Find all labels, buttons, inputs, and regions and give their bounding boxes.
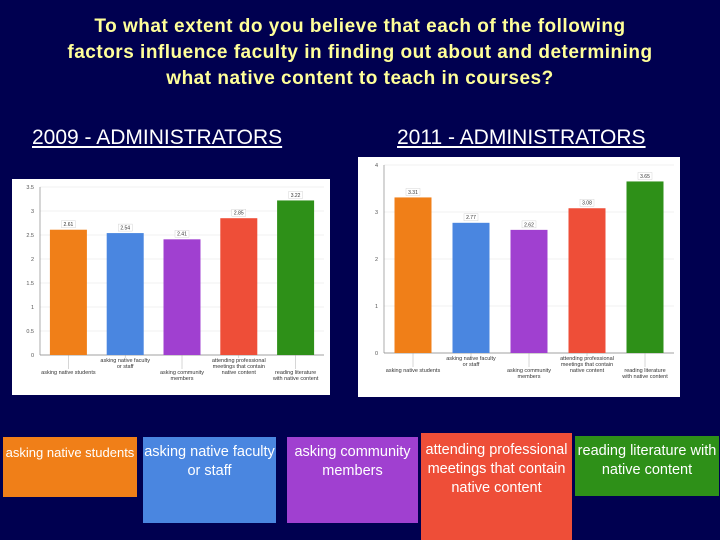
legend-label: attending professional meetings that con…	[425, 442, 568, 496]
chart-2009: 0 0.5 1 1.5 2 2.5 3 3.5 2.61 asking native studen…	[12, 179, 330, 395]
value-label: 2.77	[466, 215, 476, 221]
value-label-box	[579, 199, 595, 207]
legend-attending-professional-meetings: attending professional meetings that con…	[421, 433, 572, 540]
value-label: 2.85	[234, 211, 244, 217]
x-tick-label: asking native students	[41, 370, 96, 376]
header-2011-text: 2011 - ADMINISTRATORS	[397, 126, 646, 149]
legend-label: asking community members	[294, 444, 411, 479]
chart-2011: 0 1 2 3 4 3.31 asking native students 2.77 askin…	[358, 157, 680, 397]
y-tick-label: 1.5	[26, 281, 34, 287]
value-label: 2.61	[64, 222, 74, 228]
x-tick-label: attending professional meetings that cont…	[212, 358, 266, 376]
bar	[277, 200, 315, 355]
value-label-box	[174, 230, 190, 238]
bar	[452, 222, 490, 353]
y-tick-label: 0	[31, 353, 34, 359]
title-line-2: factors influence faculty in finding out…	[67, 42, 653, 63]
bar	[163, 239, 201, 355]
x-tick-label: attending professional meetings that cont…	[560, 356, 614, 374]
chart-2009-svg: 0 0.5 1 1.5 2 2.5 3 3.5 2.61 asking native studen…	[26, 185, 324, 382]
y-tick-label: 2.5	[26, 233, 34, 239]
legend-label: asking native faculty or staff	[144, 444, 275, 479]
bar	[49, 229, 87, 355]
x-tick-label: asking community members	[507, 368, 551, 380]
legend-label: reading literature with native content	[577, 443, 717, 478]
y-tick-label: 2	[31, 257, 34, 263]
value-label: 2.62	[524, 222, 534, 228]
legend-label: asking native students	[5, 445, 135, 460]
header-2009-text: 2009 - ADMINISTRATORS	[32, 126, 283, 149]
bar	[510, 229, 548, 353]
bar	[626, 181, 664, 353]
y-tick-label: 3.5	[26, 185, 34, 191]
header-2011: 2011 - ADMINISTRATORS	[397, 126, 646, 150]
value-label: 3.65	[640, 174, 650, 180]
value-label: 3.08	[582, 201, 592, 207]
x-tick-label: asking community members	[160, 370, 204, 382]
value-label-box	[231, 209, 247, 217]
y-tick-label: 1	[375, 304, 378, 310]
slide-title: To what extent do you believe that each …	[10, 14, 710, 92]
chart-2011-svg: 0 1 2 3 4 3.31 asking native students 2.77 askin…	[375, 163, 674, 380]
legend-asking-native-faculty: asking native faculty or staff	[143, 437, 276, 523]
legend-asking-native-students: asking native students	[3, 437, 137, 497]
title-line-3: what native content to teach in courses?	[166, 68, 554, 89]
bar	[394, 197, 432, 353]
legend-reading-literature: reading literature with native content	[575, 436, 719, 496]
legend-asking-community-members: asking community members	[287, 437, 418, 523]
value-label: 3.22	[291, 193, 301, 199]
value-label-box	[521, 220, 537, 229]
value-label-box	[405, 188, 421, 196]
value-label: 2.54	[120, 225, 130, 231]
value-label-box	[288, 191, 303, 199]
bar	[220, 218, 258, 355]
header-2009: 2009 - ADMINISTRATORS	[32, 126, 282, 150]
bar	[568, 208, 606, 353]
x-tick-label: asking native students	[386, 368, 441, 374]
x-tick-label: asking native faculty or staff	[446, 356, 496, 368]
x-tick-label: asking native faculty or staff	[100, 358, 150, 370]
value-label-box	[117, 223, 133, 232]
value-label-box	[463, 213, 479, 222]
y-tick-label: 0	[375, 351, 378, 357]
y-tick-label: 4	[375, 163, 378, 169]
value-label-box	[61, 220, 76, 228]
value-label: 3.31	[408, 190, 418, 196]
y-tick-label: 2	[375, 257, 378, 263]
title-line-1: To what extent do you believe that each …	[94, 16, 626, 37]
y-tick-label: 1	[31, 305, 34, 311]
value-label-box	[637, 172, 653, 180]
y-tick-label: 0.5	[26, 329, 34, 335]
bar	[106, 233, 144, 355]
y-tick-label: 3	[31, 209, 34, 215]
y-tick-label: 3	[375, 210, 378, 216]
x-tick-label: reading literature with native content	[621, 368, 668, 380]
value-label: 2.41	[177, 232, 187, 238]
x-tick-label: reading literature with native content	[272, 370, 319, 382]
